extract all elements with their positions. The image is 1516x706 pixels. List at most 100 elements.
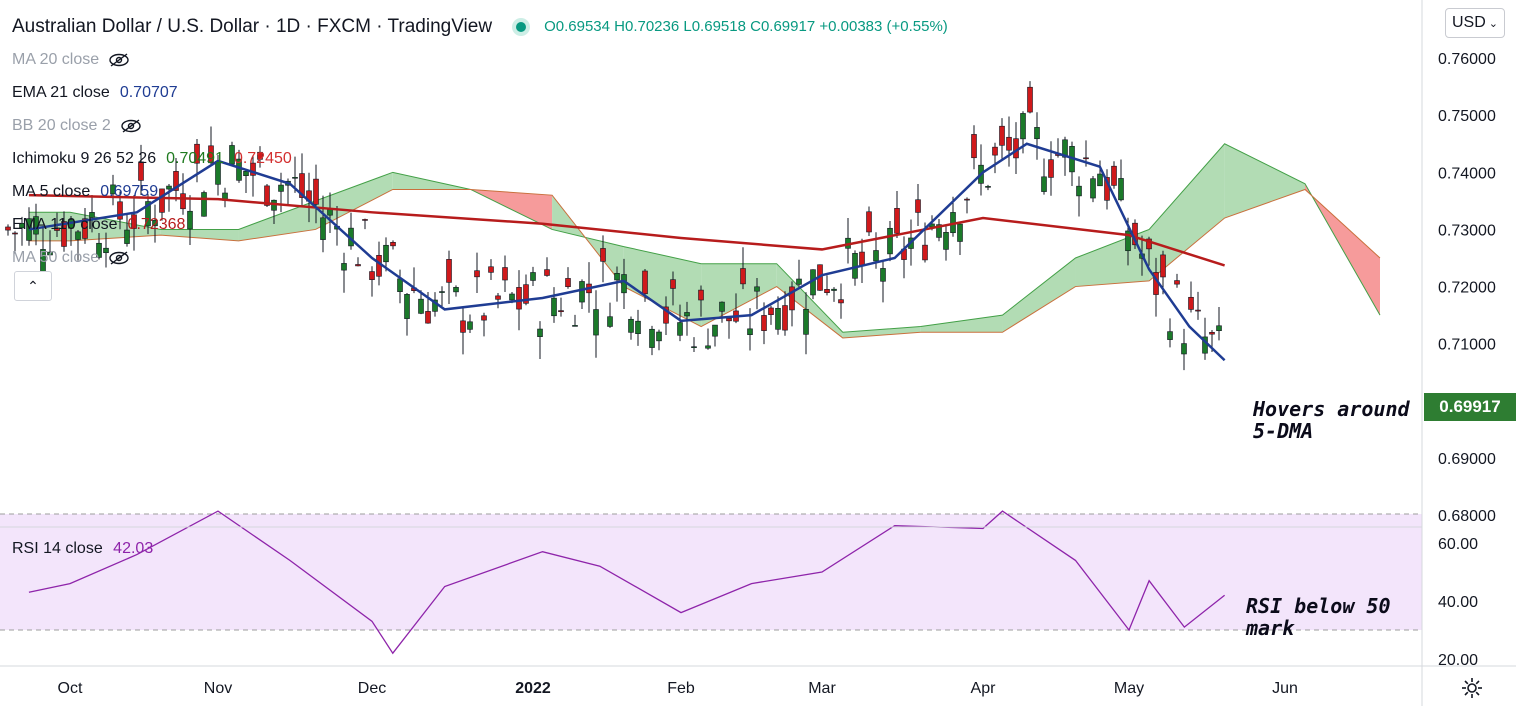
candle-body — [796, 278, 802, 285]
ichimoku-cloud-segment — [160, 229, 239, 241]
candle-body — [117, 201, 123, 220]
price-tick-label: 0.72000 — [1438, 280, 1496, 297]
ichimoku-cloud-segment — [920, 315, 1003, 333]
ohlc-readout: O0.69534 H0.70236 L0.69518 C0.69917 +0.0… — [544, 10, 948, 43]
hidden-eye-icon[interactable] — [109, 52, 129, 67]
candle-body — [5, 226, 11, 231]
candle-body — [1216, 325, 1222, 332]
change-value: +0.00383 (+0.55%) — [819, 18, 948, 35]
settings-gear-icon[interactable] — [1461, 677, 1483, 699]
candle-body — [663, 306, 669, 324]
candle-body — [173, 171, 179, 191]
candle-body — [362, 219, 368, 221]
candle-body — [166, 185, 172, 190]
candle-body — [481, 315, 487, 321]
candle-body — [523, 284, 529, 304]
price-tick-label: 0.73000 — [1438, 222, 1496, 239]
ichimoku-span-a — [28, 143, 1381, 333]
candle-body — [369, 271, 375, 280]
time-tick-label: Feb — [667, 680, 695, 697]
candle-body — [1188, 296, 1194, 310]
price-tick-label: 0.76000 — [1438, 51, 1496, 68]
candle-body — [446, 259, 452, 283]
candle-body — [1125, 230, 1131, 252]
rsi-tick-label: 60.00 — [1438, 536, 1478, 553]
rsi-legend-label: RSI 14 close — [12, 540, 103, 557]
candle-body — [460, 320, 466, 333]
currency-selector[interactable]: USD ⌄ — [1445, 8, 1505, 38]
candle-body — [670, 279, 676, 289]
candle-body — [488, 266, 494, 273]
candle-body — [208, 145, 214, 164]
chevron-down-icon: ⌄ — [1488, 17, 1498, 30]
price-tick-label: 0.75000 — [1438, 108, 1496, 125]
candle-body — [138, 161, 144, 181]
time-tick-label: Oct — [58, 680, 83, 697]
candle-body — [1209, 331, 1215, 335]
ichimoku-cloud-segment — [238, 200, 316, 241]
indicator-row[interactable]: Ichimoku 9 26 52 26 0.70491 0.72450 — [12, 142, 948, 175]
price-annotation: Hovers around 5-DMA — [1253, 398, 1410, 442]
price-tick-label: 0.68000 — [1438, 508, 1496, 525]
candle-body — [593, 309, 599, 336]
indicator-row[interactable]: EMA 110 close 0.72368 — [12, 208, 948, 241]
rsi-line — [28, 510, 1226, 655]
indicator-row[interactable]: MA 20 close — [12, 43, 948, 76]
indicator-row[interactable]: MA 5 close 0.69759 — [12, 175, 948, 208]
candle-body — [61, 221, 67, 247]
candle-body — [1027, 86, 1033, 113]
ichimoku-cloud-segment — [1002, 258, 1076, 333]
candle-body — [1034, 127, 1040, 140]
candle-body — [341, 263, 347, 271]
indicator-label: MA 5 close — [12, 183, 91, 200]
candle-body — [47, 251, 53, 256]
candle-body — [201, 192, 207, 217]
candle-body — [509, 293, 515, 301]
candle-body — [551, 297, 557, 317]
indicator-row[interactable]: BB 20 close 2 — [12, 109, 948, 142]
candle-body — [19, 223, 25, 229]
indicator-rows: MA 20 close EMA 21 close 0.70707 BB 20 clos… — [12, 43, 948, 274]
candle-body — [474, 270, 480, 278]
candle-body — [705, 345, 711, 349]
hidden-eye-icon[interactable] — [121, 118, 141, 133]
price-axis-background — [1422, 0, 1516, 706]
candle-body — [383, 244, 389, 263]
candle-body — [544, 269, 550, 276]
candle-body — [985, 186, 991, 188]
indicator-row[interactable]: EMA 21 close 0.70707 — [12, 76, 948, 109]
price-tick-label: 0.71000 — [1438, 337, 1496, 354]
candle-body — [579, 281, 585, 303]
indicator-label: MA 20 close — [12, 51, 100, 68]
candle-body — [936, 224, 942, 238]
candle-body — [180, 193, 186, 210]
chart-title: Australian Dollar / U.S. Dollar · 1D · F… — [12, 16, 493, 37]
indicator-legend: Australian Dollar / U.S. Dollar · 1D · F… — [12, 10, 948, 274]
candle-body — [110, 184, 116, 195]
collapse-legend-button[interactable]: ⌃ — [14, 271, 52, 301]
candle-body — [887, 227, 893, 255]
candle-body — [12, 232, 18, 235]
candle-body — [614, 273, 620, 281]
candle-body — [1195, 309, 1201, 312]
candle-body — [957, 223, 963, 242]
candle-body — [831, 288, 837, 291]
candle-body — [145, 201, 151, 227]
open-value: O0.69534 — [544, 18, 610, 35]
candle-body — [187, 210, 193, 230]
candle-body — [418, 298, 424, 314]
candle-body — [726, 317, 732, 322]
indicator-value: 0.70491 — [166, 150, 224, 167]
hidden-eye-icon[interactable] — [109, 250, 129, 265]
indicator-value-secondary: 0.72450 — [233, 150, 292, 167]
indicator-row[interactable]: MA 50 close — [12, 241, 948, 274]
candle-body — [96, 242, 102, 258]
candle-body — [397, 278, 403, 292]
candle-body — [943, 232, 949, 250]
candle-body — [677, 322, 683, 336]
currency-label: USD — [1452, 14, 1486, 31]
rsi-legend: RSI 14 close 42.03 — [12, 540, 153, 558]
candle-body — [719, 301, 725, 312]
